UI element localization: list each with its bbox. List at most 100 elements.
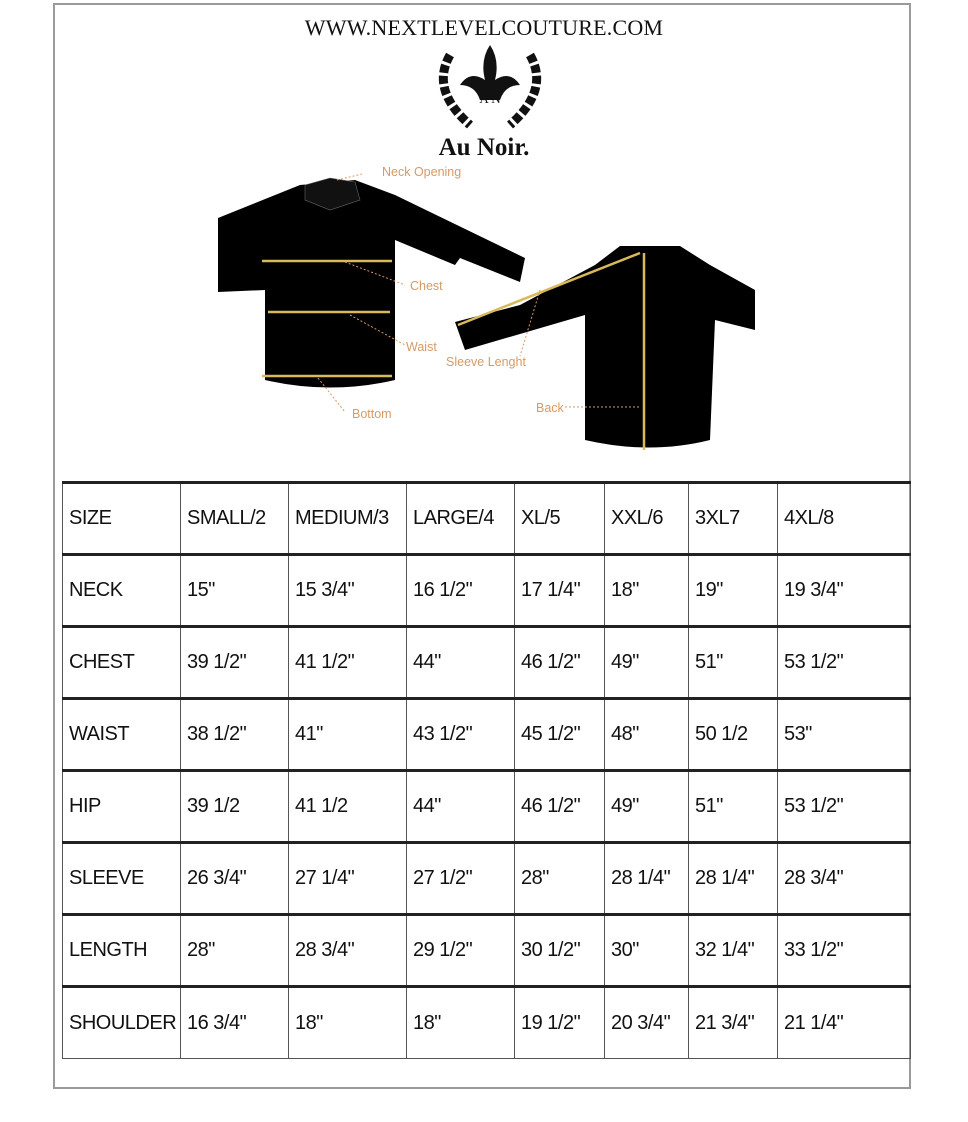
cell-text: SHOULDER — [69, 1011, 177, 1034]
size-table: SIZE SMALL/2 MEDIUM/3 LARGE/4 XL/5 XXL/6 3XL7 4… — [62, 481, 911, 1059]
table-cell: 44" — [406, 769, 515, 843]
label-waist: Waist — [406, 340, 437, 354]
table-cell: 15 3/4" — [288, 553, 407, 627]
cell-text: 27 1/4" — [295, 867, 355, 889]
cell-text: 17 1/4" — [521, 579, 581, 601]
cell-text: 19 1/2" — [521, 1011, 581, 1034]
row-label-cell: HIP — [62, 769, 181, 843]
cell-text: 28 3/4" — [295, 939, 355, 961]
cell-text: 19" — [695, 579, 723, 601]
cell-text: 15" — [187, 579, 215, 601]
cell-text: SLEEVE — [69, 867, 144, 889]
cell-text: 16 1/2" — [413, 579, 473, 601]
shirt-diagram: A N Neck Opening Chest Waist Bottom Slee… — [218, 45, 755, 450]
row-label-cell: SIZE — [62, 481, 181, 555]
table-cell: 49" — [604, 769, 689, 843]
cell-text: 39 1/2" — [187, 651, 247, 673]
table-cell: 19 3/4" — [777, 553, 911, 627]
cell-text: 32 1/4" — [695, 939, 755, 961]
table-row: SHOULDER 16 3/4" 18" 18" 19 1/2" 20 3/4" 21 3/… — [62, 985, 911, 1059]
cell-text: 48" — [611, 723, 639, 745]
brand-name: Au Noir. — [438, 134, 530, 161]
cell-text: 44" — [413, 651, 441, 673]
cell-text: 53 1/2" — [784, 795, 844, 817]
table-cell: 28 3/4" — [288, 913, 407, 987]
cell-text: 28 3/4" — [784, 867, 844, 889]
cell-text: XXL/6 — [611, 507, 663, 529]
cell-text: 51" — [695, 795, 723, 817]
table-cell: 43 1/2" — [406, 697, 515, 771]
table-cell: 53" — [777, 697, 911, 771]
table-cell: 39 1/2" — [180, 625, 289, 699]
table-cell: 38 1/2" — [180, 697, 289, 771]
table-row: CHEST 39 1/2" 41 1/2" 44" 46 1/2" 49" 51" 53 1/… — [62, 625, 911, 699]
table-cell: 30" — [604, 913, 689, 987]
cell-text: 44" — [413, 795, 441, 817]
row-label-cell: SHOULDER — [62, 985, 181, 1059]
cell-text: CHEST — [69, 651, 135, 673]
cell-text: 43 1/2" — [413, 723, 473, 745]
cell-text: 33 1/2" — [784, 939, 844, 961]
website-url: WWW.NEXTLEVELCOUTURE.COM — [304, 15, 664, 40]
cell-text: 41 1/2 — [295, 795, 348, 817]
cell-text: 21 3/4" — [695, 1011, 755, 1034]
cell-text: 21 1/4" — [784, 1011, 844, 1034]
label-chest: Chest — [410, 279, 443, 293]
cell-text: 30" — [611, 939, 639, 961]
table-cell: 27 1/4" — [288, 841, 407, 915]
row-label-cell: NECK — [62, 553, 181, 627]
cell-text: 30 1/2" — [521, 939, 581, 961]
cell-text: 50 1/2 — [695, 723, 748, 745]
table-cell: 20 3/4" — [604, 985, 689, 1059]
table-row: HIP 39 1/2 41 1/2 44" 46 1/2" 49" 51" 53 1/2" — [62, 769, 911, 843]
table-cell: 41 1/2 — [288, 769, 407, 843]
table-cell: SMALL/2 — [180, 481, 289, 555]
row-label-cell: SLEEVE — [62, 841, 181, 915]
table-row: NECK 15" 15 3/4" 16 1/2" 17 1/4" 18" 19" 19 3/4… — [62, 553, 911, 627]
cell-text: SIZE — [69, 507, 112, 529]
table-cell: 50 1/2 — [688, 697, 778, 771]
table-cell: 46 1/2" — [514, 769, 605, 843]
table-cell: 28" — [514, 841, 605, 915]
cell-text: WAIST — [69, 723, 130, 745]
table-cell: 21 3/4" — [688, 985, 778, 1059]
cell-text: LENGTH — [69, 939, 148, 961]
cell-text: XL/5 — [521, 507, 561, 529]
table-cell: 16 3/4" — [180, 985, 289, 1059]
table-cell: 30 1/2" — [514, 913, 605, 987]
logo-laurel-icon: A N — [438, 45, 542, 129]
table-cell: 51" — [688, 769, 778, 843]
cell-text: 46 1/2" — [521, 651, 581, 673]
table-cell: 46 1/2" — [514, 625, 605, 699]
table-cell: 33 1/2" — [777, 913, 911, 987]
cell-text: SMALL/2 — [187, 507, 266, 529]
table-cell: 3XL7 — [688, 481, 778, 555]
table-row: WAIST 38 1/2" 41" 43 1/2" 45 1/2" 48" 50 1/2 53… — [62, 697, 911, 771]
table-cell: 19 1/2" — [514, 985, 605, 1059]
cell-text: 39 1/2 — [187, 795, 240, 817]
table-cell: MEDIUM/3 — [288, 481, 407, 555]
table-cell: 41 1/2" — [288, 625, 407, 699]
cell-text: 29 1/2" — [413, 939, 473, 961]
table-cell: 17 1/4" — [514, 553, 605, 627]
cell-text: 41 1/2" — [295, 651, 355, 673]
cell-text: 19 3/4" — [784, 579, 844, 601]
cell-text: 49" — [611, 651, 639, 673]
header-row: SIZE SMALL/2 MEDIUM/3 LARGE/4 XL/5 XXL/6 3XL7 4… — [62, 481, 911, 555]
cell-text: 27 1/2" — [413, 867, 473, 889]
cell-text: 51" — [695, 651, 723, 673]
cell-text: 53" — [784, 723, 812, 745]
cell-text: 28 1/4" — [695, 867, 755, 889]
row-label-cell: WAIST — [62, 697, 181, 771]
table-cell: XXL/6 — [604, 481, 689, 555]
table-cell: LARGE/4 — [406, 481, 515, 555]
row-label-cell: CHEST — [62, 625, 181, 699]
table-cell: 32 1/4" — [688, 913, 778, 987]
table-cell: 49" — [604, 625, 689, 699]
table-cell: XL/5 — [514, 481, 605, 555]
cell-text: 20 3/4" — [611, 1011, 671, 1034]
cell-text: NECK — [69, 579, 123, 601]
label-sleeve: Sleeve Lenght — [446, 355, 526, 369]
table-cell: 26 3/4" — [180, 841, 289, 915]
cell-text: 3XL7 — [695, 507, 740, 529]
